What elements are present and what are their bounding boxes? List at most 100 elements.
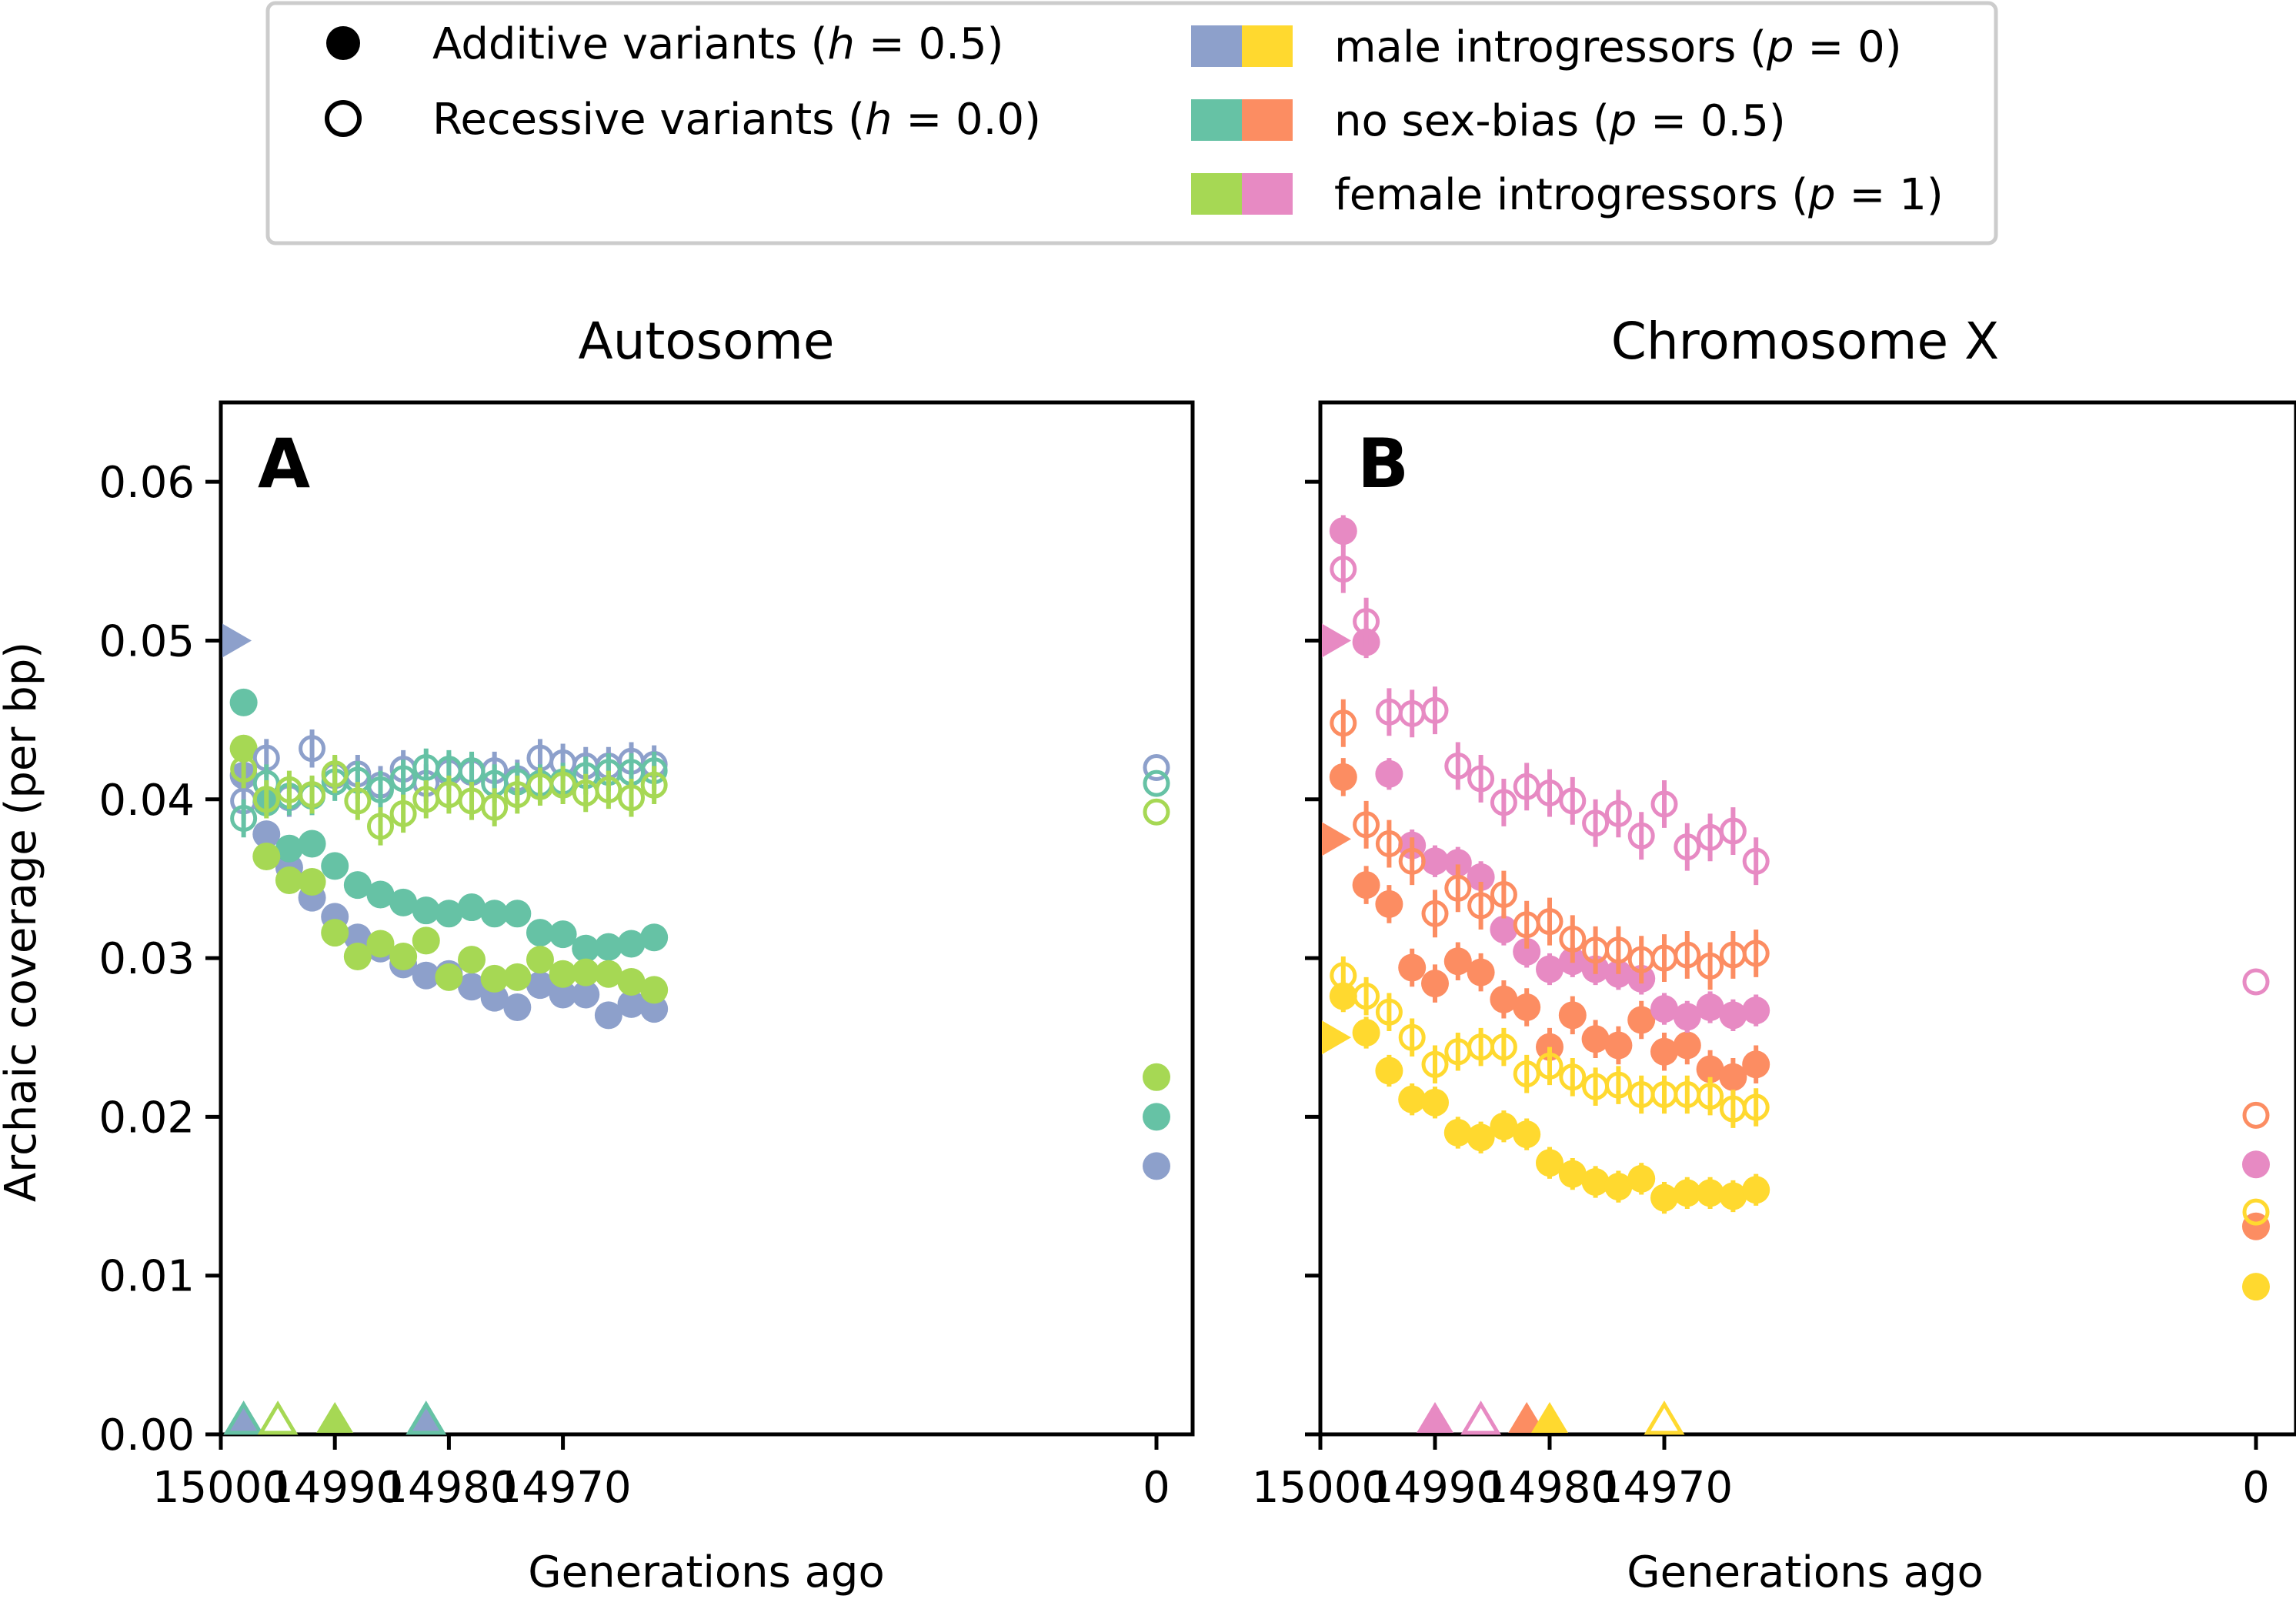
data-point — [1398, 1023, 1426, 1051]
data-point — [549, 920, 577, 949]
axes-frame — [219, 400, 1195, 1437]
data-point — [1467, 892, 1495, 920]
y-axis-label: Archaic coverage (per bp) — [0, 642, 46, 1202]
data-point — [252, 786, 280, 813]
data-point — [480, 983, 509, 1012]
data-point — [1742, 1050, 1770, 1079]
data-point — [1352, 1019, 1380, 1047]
panel-a-x-axis-label: Generations ago — [528, 1547, 885, 1597]
data-point — [1330, 556, 1357, 583]
initial-proportion-marker — [1322, 822, 1351, 856]
data-point — [366, 813, 394, 840]
data-point — [640, 923, 669, 952]
legend-filled-circle-marker — [326, 26, 360, 60]
loss-time-marker — [1644, 1400, 1685, 1435]
data-point — [389, 943, 418, 971]
data-point — [572, 934, 600, 963]
data-point — [344, 787, 372, 815]
data-point — [366, 880, 395, 909]
data-point — [1674, 833, 1701, 861]
data-point — [412, 926, 440, 955]
data-point — [526, 919, 554, 947]
data-point — [1697, 1083, 1724, 1110]
data-point — [343, 943, 372, 971]
initial-proportion-marker — [1322, 623, 1351, 658]
data-point — [1536, 955, 1563, 983]
data-point — [1421, 696, 1449, 724]
data-point — [1329, 982, 1357, 1010]
data-point — [1536, 779, 1563, 807]
y-tick-label: 0.02 — [98, 1093, 195, 1143]
data-point — [1443, 947, 1472, 976]
data-point — [1444, 752, 1472, 779]
data-point — [1444, 874, 1472, 902]
data-point — [1536, 1149, 1563, 1177]
data-point — [1330, 962, 1357, 990]
data-point — [1513, 937, 1541, 966]
data-point — [1604, 936, 1632, 964]
legend-swatch-autosome — [1191, 99, 1242, 141]
data-point — [1329, 763, 1357, 791]
loss-time-marker — [405, 1400, 447, 1435]
data-point — [1398, 1085, 1427, 1113]
data-point — [503, 900, 532, 928]
final-point — [1143, 1103, 1170, 1131]
data-point — [275, 866, 303, 894]
data-point — [1421, 1050, 1449, 1078]
legend-swatch-autosome — [1191, 25, 1242, 67]
data-point — [1490, 1033, 1517, 1061]
x-tick-label: 14980 — [380, 1463, 517, 1513]
final-point — [1143, 798, 1170, 826]
x-tick-label: 14970 — [495, 1463, 632, 1513]
x-tick-label: 0 — [2242, 1463, 2270, 1513]
data-point — [549, 960, 577, 988]
data-point — [412, 896, 440, 925]
data-point — [1330, 709, 1357, 737]
data-point — [435, 963, 463, 991]
data-point — [1742, 1176, 1770, 1204]
data-point — [1558, 1160, 1587, 1188]
data-point — [458, 946, 486, 974]
data-point — [230, 805, 258, 833]
data-point — [389, 765, 417, 793]
data-point — [503, 993, 532, 1022]
data-point — [1467, 863, 1495, 891]
data-point — [594, 933, 622, 961]
data-point — [229, 688, 258, 716]
panel-autosome: 0.000.010.020.030.040.050.06150001499014… — [98, 400, 1195, 1513]
data-point — [526, 946, 554, 974]
data-point — [1650, 995, 1678, 1023]
data-point — [1581, 1167, 1610, 1196]
legend-swatch-autosome — [1191, 173, 1242, 215]
data-point — [480, 900, 509, 928]
data-point — [321, 760, 349, 788]
final-point — [1143, 1063, 1170, 1091]
data-point — [595, 776, 622, 803]
data-point — [1719, 1182, 1747, 1210]
final-point — [1143, 754, 1170, 782]
data-point — [1673, 1179, 1701, 1207]
panel-b-x-axis-label: Generations ago — [1627, 1547, 1984, 1597]
data-point — [1650, 1183, 1678, 1212]
series — [1330, 545, 2270, 996]
panel-letter: B — [1357, 424, 1409, 503]
data-point — [1696, 993, 1724, 1022]
data-point — [1581, 1025, 1610, 1053]
panel-b-title: Chromosome X — [1611, 312, 2000, 371]
data-point — [1742, 996, 1770, 1025]
data-point — [1719, 1063, 1747, 1091]
data-point — [481, 793, 509, 821]
data-point — [1650, 1037, 1678, 1066]
data-point — [480, 964, 509, 993]
loss-time-marker — [257, 1400, 299, 1435]
data-point — [572, 980, 600, 1009]
legend-label-group-2: female introgressors (p = 1) — [1334, 170, 1944, 220]
legend-swatch-x — [1242, 99, 1293, 141]
data-point — [298, 868, 326, 896]
x-tick-label: 14990 — [1367, 1463, 1503, 1513]
data-point — [275, 834, 303, 863]
data-point — [1398, 847, 1426, 875]
data-point — [1443, 849, 1472, 877]
data-point — [1490, 915, 1518, 943]
